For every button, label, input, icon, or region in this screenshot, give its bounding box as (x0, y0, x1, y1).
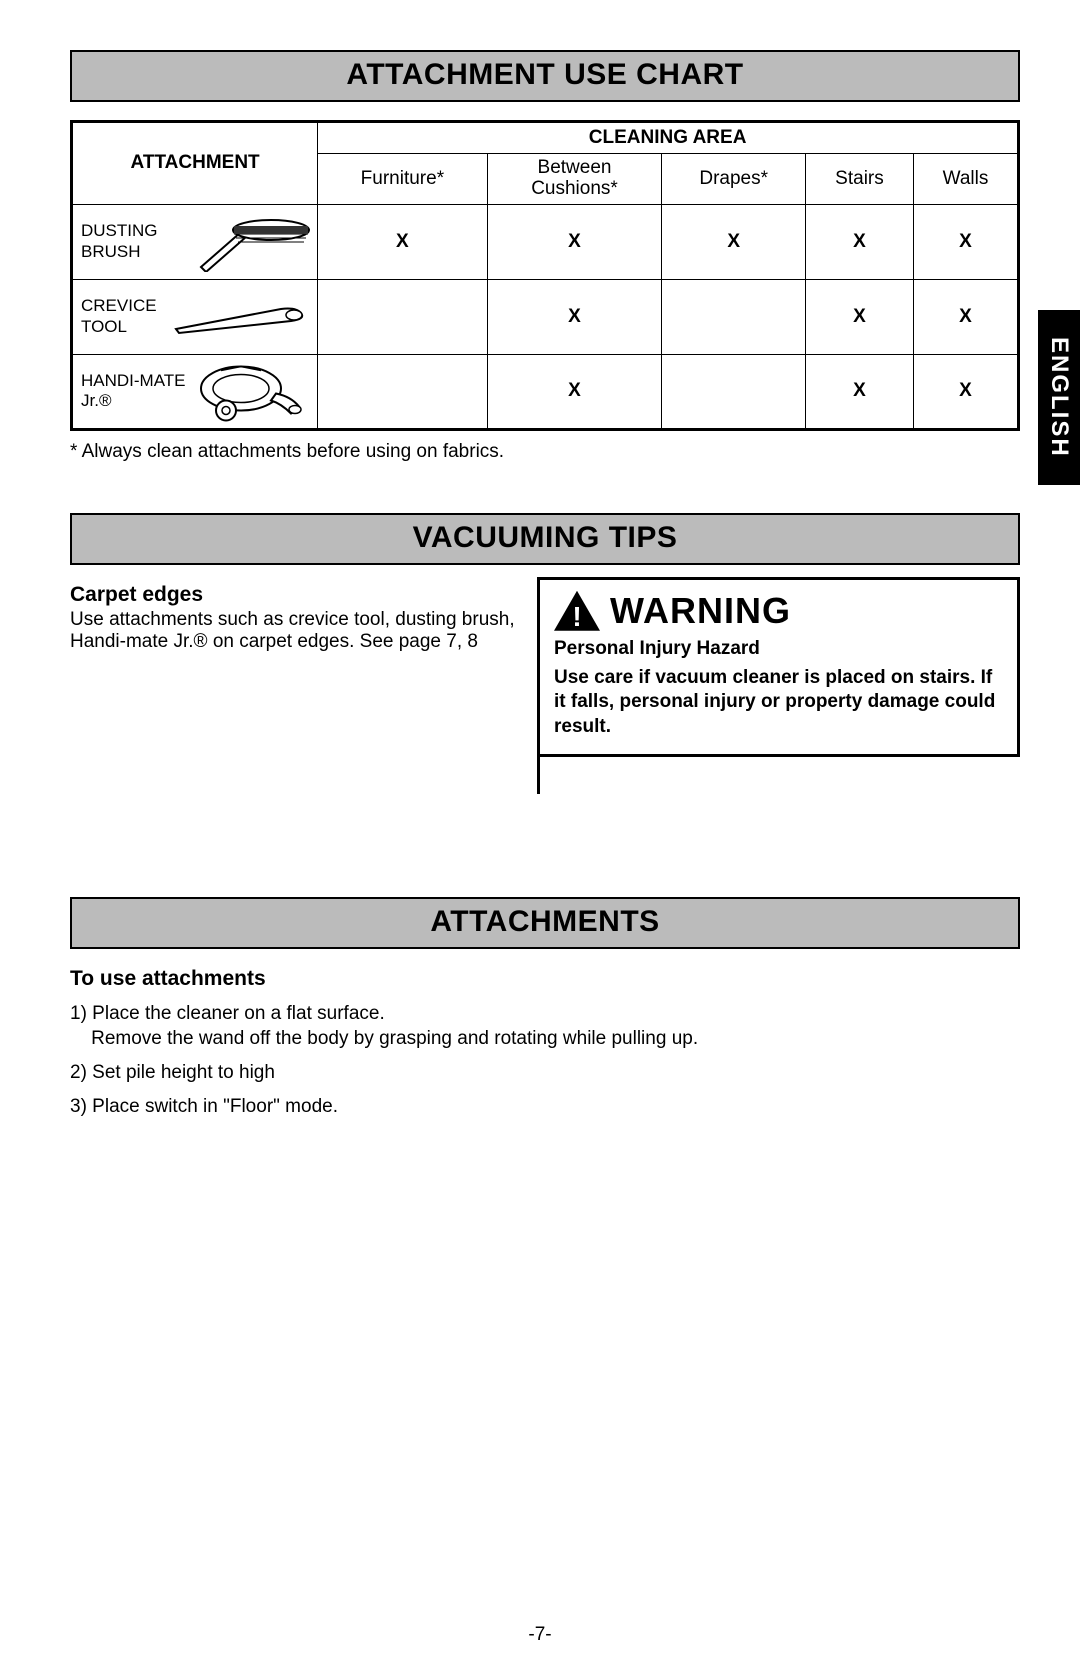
warning-subtitle: Personal Injury Hazard (554, 638, 1003, 660)
col-header-attachment: ATTACHMENT (72, 122, 318, 205)
language-tab: ENGLISH (1038, 310, 1080, 485)
cell: X (805, 354, 913, 429)
section-header-attachments: ATTACHMENTS (70, 897, 1020, 949)
handimate-icon (191, 359, 311, 424)
step-2: 2) Set pile height to high (70, 1060, 1020, 1086)
col-walls: Walls (914, 154, 1019, 205)
table-row: HANDI-MATEJr.® X X X (72, 354, 1019, 429)
table-row: CREVICETOOL X X X (72, 279, 1019, 354)
col-between-cushions: BetweenCushions* (487, 154, 662, 205)
cell (318, 279, 487, 354)
cell: X (487, 204, 662, 279)
tips-text: Use attachments such as crevice tool, du… (70, 609, 519, 653)
cell: X (487, 279, 662, 354)
dusting-brush-icon (196, 212, 311, 272)
section-header-attachment-chart: ATTACHMENT USE CHART (70, 50, 1020, 102)
page-number: -7- (0, 1624, 1080, 1646)
cell: X (318, 204, 487, 279)
attachments-subheading: To use attachments (70, 967, 1020, 991)
cell: X (914, 204, 1019, 279)
crevice-tool-icon (171, 297, 311, 337)
cell: X (914, 279, 1019, 354)
warning-text: Use care if vacuum cleaner is placed on … (554, 666, 1003, 740)
col-drapes: Drapes* (662, 154, 805, 205)
col-furniture: Furniture* (318, 154, 487, 205)
row-handimate: HANDI-MATEJr.® (72, 354, 318, 429)
table-footnote: * Always clean attachments before using … (70, 441, 1020, 463)
cell (662, 279, 805, 354)
section-title: ATTACHMENTS (430, 905, 659, 938)
warning-triangle-icon: ! (554, 591, 600, 631)
section-title: VACUUMING TIPS (413, 521, 678, 554)
cell: X (805, 279, 913, 354)
cell: X (914, 354, 1019, 429)
attachments-steps: 1) Place the cleaner on a flat surface. … (70, 1001, 1020, 1120)
cell: X (487, 354, 662, 429)
attachment-use-table: ATTACHMENT CLEANING AREA Furniture* Betw… (70, 120, 1020, 431)
tips-subheading: Carpet edges (70, 583, 519, 607)
cell: X (805, 204, 913, 279)
col-header-cleaning-area: CLEANING AREA (318, 122, 1019, 154)
row-crevice-tool: CREVICETOOL (72, 279, 318, 354)
tips-left-column: Carpet edges Use attachments such as cre… (70, 583, 519, 653)
cell (662, 354, 805, 429)
col-stairs: Stairs (805, 154, 913, 205)
step-3: 3) Place switch in "Floor" mode. (70, 1094, 1020, 1120)
step-1: 1) Place the cleaner on a flat surface. … (70, 1001, 1020, 1052)
table-row: DUSTINGBRUSH X X X X X (72, 204, 1019, 279)
row-dusting-brush: DUSTINGBRUSH (72, 204, 318, 279)
section-header-vacuuming-tips: VACUUMING TIPS (70, 513, 1020, 565)
cell (318, 354, 487, 429)
cell: X (662, 204, 805, 279)
section-title: ATTACHMENT USE CHART (346, 58, 743, 91)
warning-title: WARNING (610, 590, 791, 632)
warning-box: ! WARNING Personal Injury Hazard Use car… (537, 577, 1020, 757)
